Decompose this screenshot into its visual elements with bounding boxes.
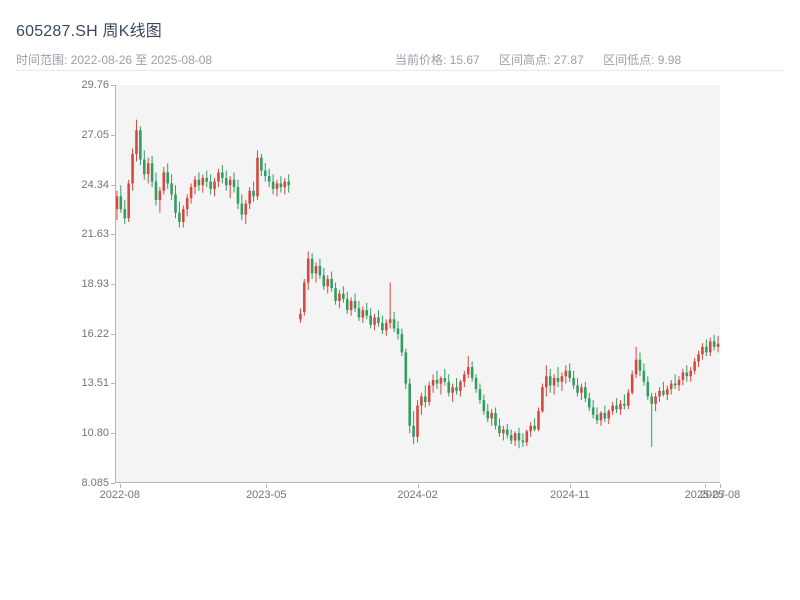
y-axis-tick-mark: [111, 383, 115, 385]
y-axis-tick-mark: [111, 234, 115, 236]
y-axis-tick-label: 27.05: [81, 128, 109, 141]
x-axis-tick-label: 2025-07: [684, 489, 726, 501]
y-axis-tick-mark: [111, 184, 115, 186]
header-divider: [16, 70, 784, 71]
y-axis-tick-label: 10.80: [81, 427, 109, 440]
x-axis-tick-mark: [704, 484, 706, 488]
stats-row: 当前价格: 15.67 区间高点: 27.87 区间低点: 9.98: [395, 51, 697, 68]
range-low-label: 区间低点: 9.98: [603, 53, 682, 67]
x-axis-tick-label: 2024-11: [550, 489, 590, 501]
y-axis-tick-label: 13.51: [81, 377, 109, 390]
time-range-label: 时间范围: 2022-08-26 至 2025-08-08: [16, 53, 213, 67]
y-axis-tick-mark: [111, 85, 115, 86]
range-high-label: 区间高点: 27.87: [499, 53, 584, 67]
x-axis-tick-label: 2023-05: [246, 489, 287, 501]
x-axis-tick-label: 2024-02: [397, 489, 438, 501]
x-axis-tick-mark: [417, 484, 419, 488]
x-axis-tick-label: 2022-08: [99, 489, 141, 501]
y-axis-tick-label: 24.34: [81, 178, 109, 191]
y-axis-tick-label: 29.76: [81, 79, 109, 91]
y-axis-tick-mark: [111, 433, 115, 435]
candlestick-plot: [115, 85, 720, 483]
current-price-label: 当前价格: 15.67: [395, 53, 480, 67]
x-axis-tick-label: 2025-08: [699, 489, 741, 501]
y-axis-tick-mark: [111, 283, 115, 285]
y-axis-tick-mark: [111, 333, 115, 335]
x-axis-tick-mark: [569, 484, 571, 488]
y-axis-tick-label: 18.93: [81, 277, 109, 290]
chart-title: 605287.SH 周K线图: [16, 23, 162, 40]
x-axis-tick-mark: [720, 484, 721, 488]
x-axis-tick-mark: [119, 484, 121, 488]
y-axis-tick-label: 16.22: [81, 327, 109, 340]
x-axis-tick-mark: [266, 484, 268, 488]
y-axis-tick-mark: [111, 483, 115, 484]
y-axis-tick-label: 21.63: [81, 228, 109, 241]
y-axis-tick-label: 8.085: [81, 477, 109, 489]
y-axis-tick-mark: [111, 134, 115, 136]
